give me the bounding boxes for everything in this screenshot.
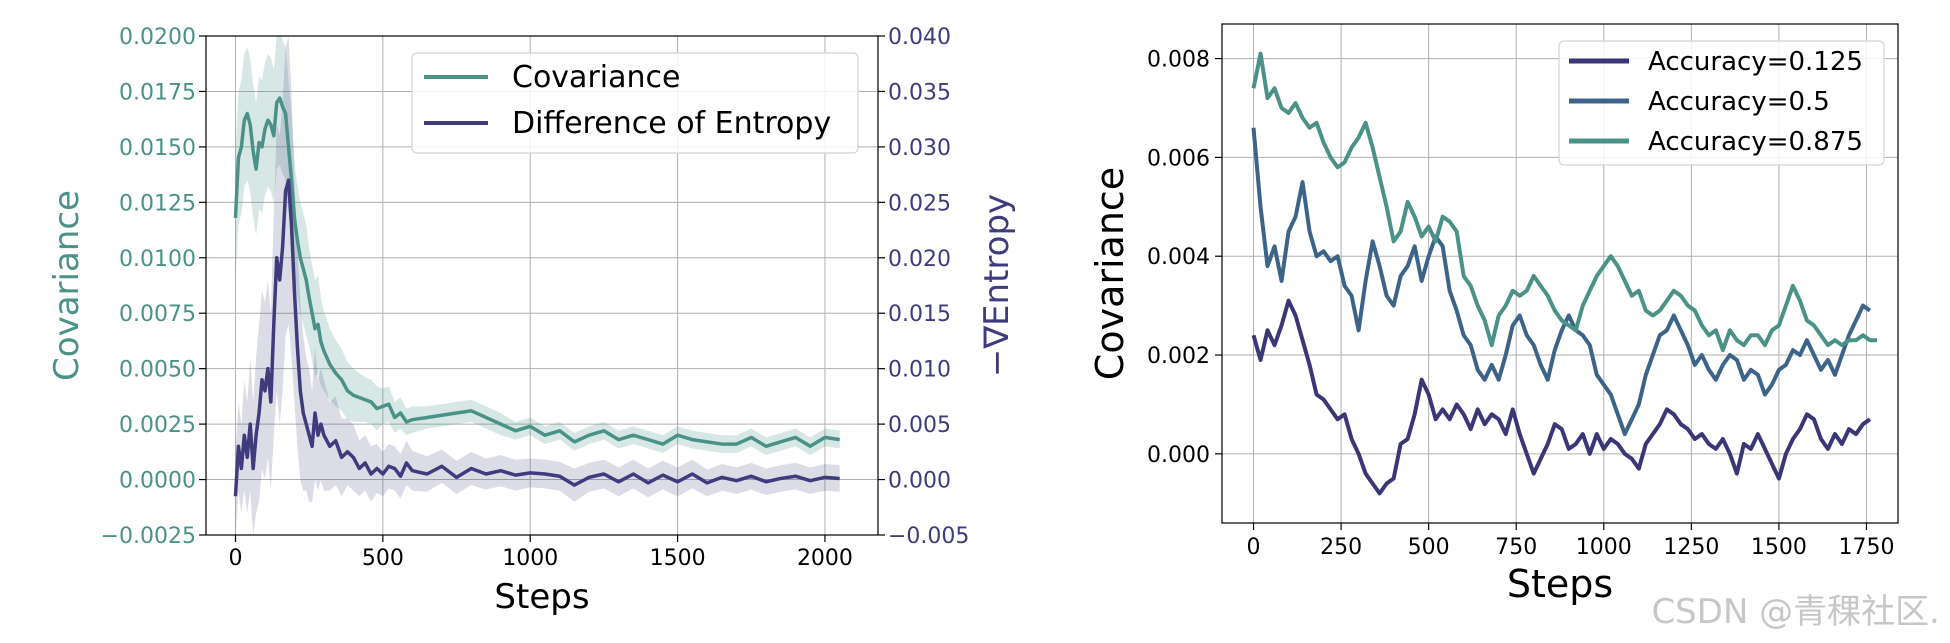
x-tick-label: 500 [362, 546, 404, 571]
chart-left: 0 500 1000 1500 2000 −0.0025 0.0000 0.0025 0.005… [47, 25, 1017, 617]
watermark-text: CSDN @青稞社区. [1651, 592, 1940, 632]
y-tick-label: 0.004 [1147, 245, 1210, 270]
x-tick-label: 0 [228, 546, 242, 571]
y-tick-label: 0.0175 [119, 80, 196, 105]
y-tick-label: 0.002 [1147, 344, 1210, 369]
x-axis-label: Steps [494, 577, 589, 617]
series-line [1251, 298, 1872, 496]
y2-tick-label: 0.010 [888, 358, 951, 383]
y-tick-label: 0.006 [1147, 146, 1210, 171]
y2-tick-label: 0.015 [888, 302, 951, 327]
y2-tick-label: 0.000 [888, 469, 951, 494]
y2-tick-label: 0.035 [888, 80, 951, 105]
y2-tick-label: 0.020 [888, 247, 951, 272]
y-tick-label: 0.0150 [119, 136, 196, 161]
y2-tick-label: 0.040 [888, 25, 951, 50]
y-tick-label: 0.0025 [119, 413, 196, 438]
x-tick-label: 1750 [1838, 535, 1894, 560]
y2-axis-label: −∇Entropy [977, 194, 1017, 377]
legend-label: Difference of Entropy [512, 106, 831, 141]
y-tick-label: 0.0125 [119, 191, 196, 216]
y-tick-label: 0.0000 [119, 469, 196, 494]
x-tick-label: 1250 [1663, 535, 1719, 560]
x-tick-label: 1500 [1751, 535, 1807, 560]
legend: Accuracy=0.125 Accuracy=0.5 Accuracy=0.875 [1558, 40, 1885, 166]
series-line [1251, 51, 1877, 353]
y2-tick-label: 0.025 [888, 191, 951, 216]
legend-box [1558, 40, 1885, 166]
x-tick-label: 1000 [502, 546, 558, 571]
y2-tick-label: 0.005 [888, 413, 951, 438]
y-tick-label: −0.0025 [101, 524, 196, 549]
y-tick-label: 0.0200 [119, 25, 196, 50]
x-tick-label: 500 [1408, 535, 1450, 560]
y2-tick-label: −0.005 [888, 524, 969, 549]
legend-label: Covariance [512, 60, 680, 95]
y-tick-label: 0.0100 [119, 247, 196, 272]
y-tick-label: 0.000 [1147, 443, 1210, 468]
y-axis-label: Covariance [47, 190, 87, 381]
plot-frame [205, 35, 879, 536]
series-line [1251, 127, 1872, 437]
y-tick-label: 0.0075 [119, 302, 196, 327]
y-tick-label: 0.008 [1147, 48, 1210, 73]
legend: Covariance Difference of Entropy [411, 52, 859, 154]
y-axis-label: Covariance [1088, 167, 1132, 380]
x-tick-label: 2000 [797, 546, 853, 571]
x-tick-label: 250 [1320, 535, 1362, 560]
series-line [233, 96, 840, 449]
chart-right: 0 250 500 750 1000 1250 1500 1750 0.000 0.002 0.00… [1088, 23, 1899, 606]
legend-box [411, 52, 859, 154]
plot-frame [1221, 23, 1899, 524]
x-tick-label: 1000 [1576, 535, 1632, 560]
x-tick-label: 750 [1495, 535, 1537, 560]
legend-label: Accuracy=0.5 [1648, 87, 1830, 117]
x-tick-label: 1500 [650, 546, 706, 571]
legend-label: Accuracy=0.875 [1648, 127, 1863, 157]
series-line [233, 178, 840, 497]
x-tick-label: 0 [1247, 535, 1261, 560]
x-axis-label: Steps [1507, 562, 1613, 606]
y-tick-label: 0.0050 [119, 358, 196, 383]
confidence-band [235, 36, 840, 535]
legend-label: Accuracy=0.125 [1648, 47, 1863, 77]
y2-tick-label: 0.030 [888, 136, 951, 161]
